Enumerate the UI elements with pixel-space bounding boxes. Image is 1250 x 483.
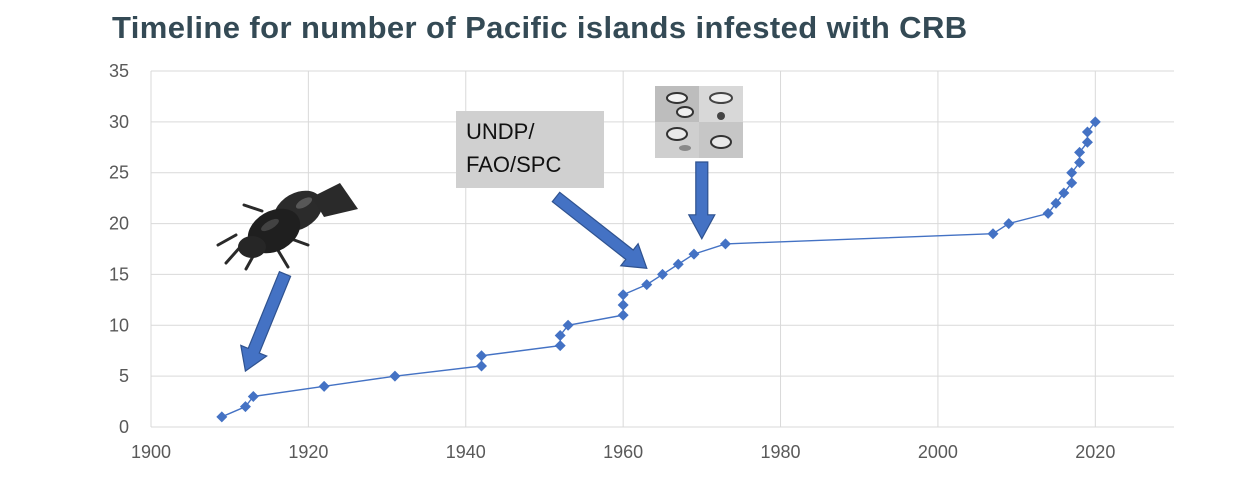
micrograph-icon: [655, 86, 743, 158]
y-tick-label: 15: [109, 264, 129, 284]
y-tick-label: 0: [119, 417, 129, 437]
data-point: [1066, 177, 1078, 189]
x-tick-label: 1960: [603, 442, 643, 462]
data-point: [476, 360, 488, 372]
data-point: [1066, 167, 1078, 179]
data-point: [554, 329, 566, 341]
undp-fao-spc-callout: UNDP/ FAO/SPC: [456, 111, 604, 188]
data-point: [987, 228, 999, 240]
data-point: [1058, 187, 1070, 199]
data-point: [617, 309, 629, 321]
micrograph-arrow: [687, 161, 716, 241]
data-point: [562, 319, 574, 331]
callout-line-1: UNDP/: [466, 119, 535, 144]
data-point: [641, 279, 653, 291]
data-point: [1050, 197, 1062, 209]
callout-line-2: FAO/SPC: [466, 152, 562, 177]
data-point: [554, 340, 566, 352]
annotation-arrows: [240, 161, 716, 373]
data-point: [1074, 157, 1086, 169]
data-point: [617, 299, 629, 311]
data-point: [1003, 218, 1015, 230]
y-tick-label: 20: [109, 214, 129, 234]
data-points: [216, 116, 1101, 423]
x-tick-label: 1980: [761, 442, 801, 462]
data-point: [1074, 146, 1086, 158]
data-point: [719, 238, 731, 250]
data-point: [1081, 126, 1093, 138]
data-point: [239, 401, 251, 413]
data-point: [617, 289, 629, 301]
data-point: [672, 258, 684, 270]
data-point: [688, 248, 700, 260]
x-tick-label: 2000: [918, 442, 958, 462]
data-point: [657, 268, 668, 280]
y-tick-label: 35: [109, 61, 129, 81]
series-line: [221, 121, 1096, 418]
x-tick-label: 1940: [446, 442, 486, 462]
series-line-group: [221, 121, 1096, 418]
data-point: [1081, 136, 1093, 148]
y-tick-label: 30: [109, 112, 129, 132]
undp-arrow: [551, 191, 648, 269]
data-point: [216, 411, 228, 423]
chart-title: Timeline for number of Pacific islands i…: [112, 10, 968, 45]
y-tick-label: 10: [109, 315, 129, 335]
y-tick-label: 5: [119, 366, 129, 386]
data-point: [1042, 207, 1054, 219]
data-point: [389, 370, 401, 382]
beetle-icon: [216, 183, 358, 271]
beetle-arrow: [240, 270, 292, 373]
x-tick-label: 2020: [1075, 442, 1115, 462]
data-point: [318, 380, 330, 392]
data-point: [476, 350, 488, 362]
tick-labels: 0 5 10 15 20 25 30 35 1900 1920 1940 1960 1980 2000 20…: [109, 61, 1115, 462]
x-tick-label: 1920: [288, 442, 328, 462]
data-point: [247, 390, 259, 402]
data-point: [1089, 116, 1101, 128]
x-tick-label: 1900: [131, 442, 171, 462]
y-tick-label: 25: [109, 163, 129, 183]
